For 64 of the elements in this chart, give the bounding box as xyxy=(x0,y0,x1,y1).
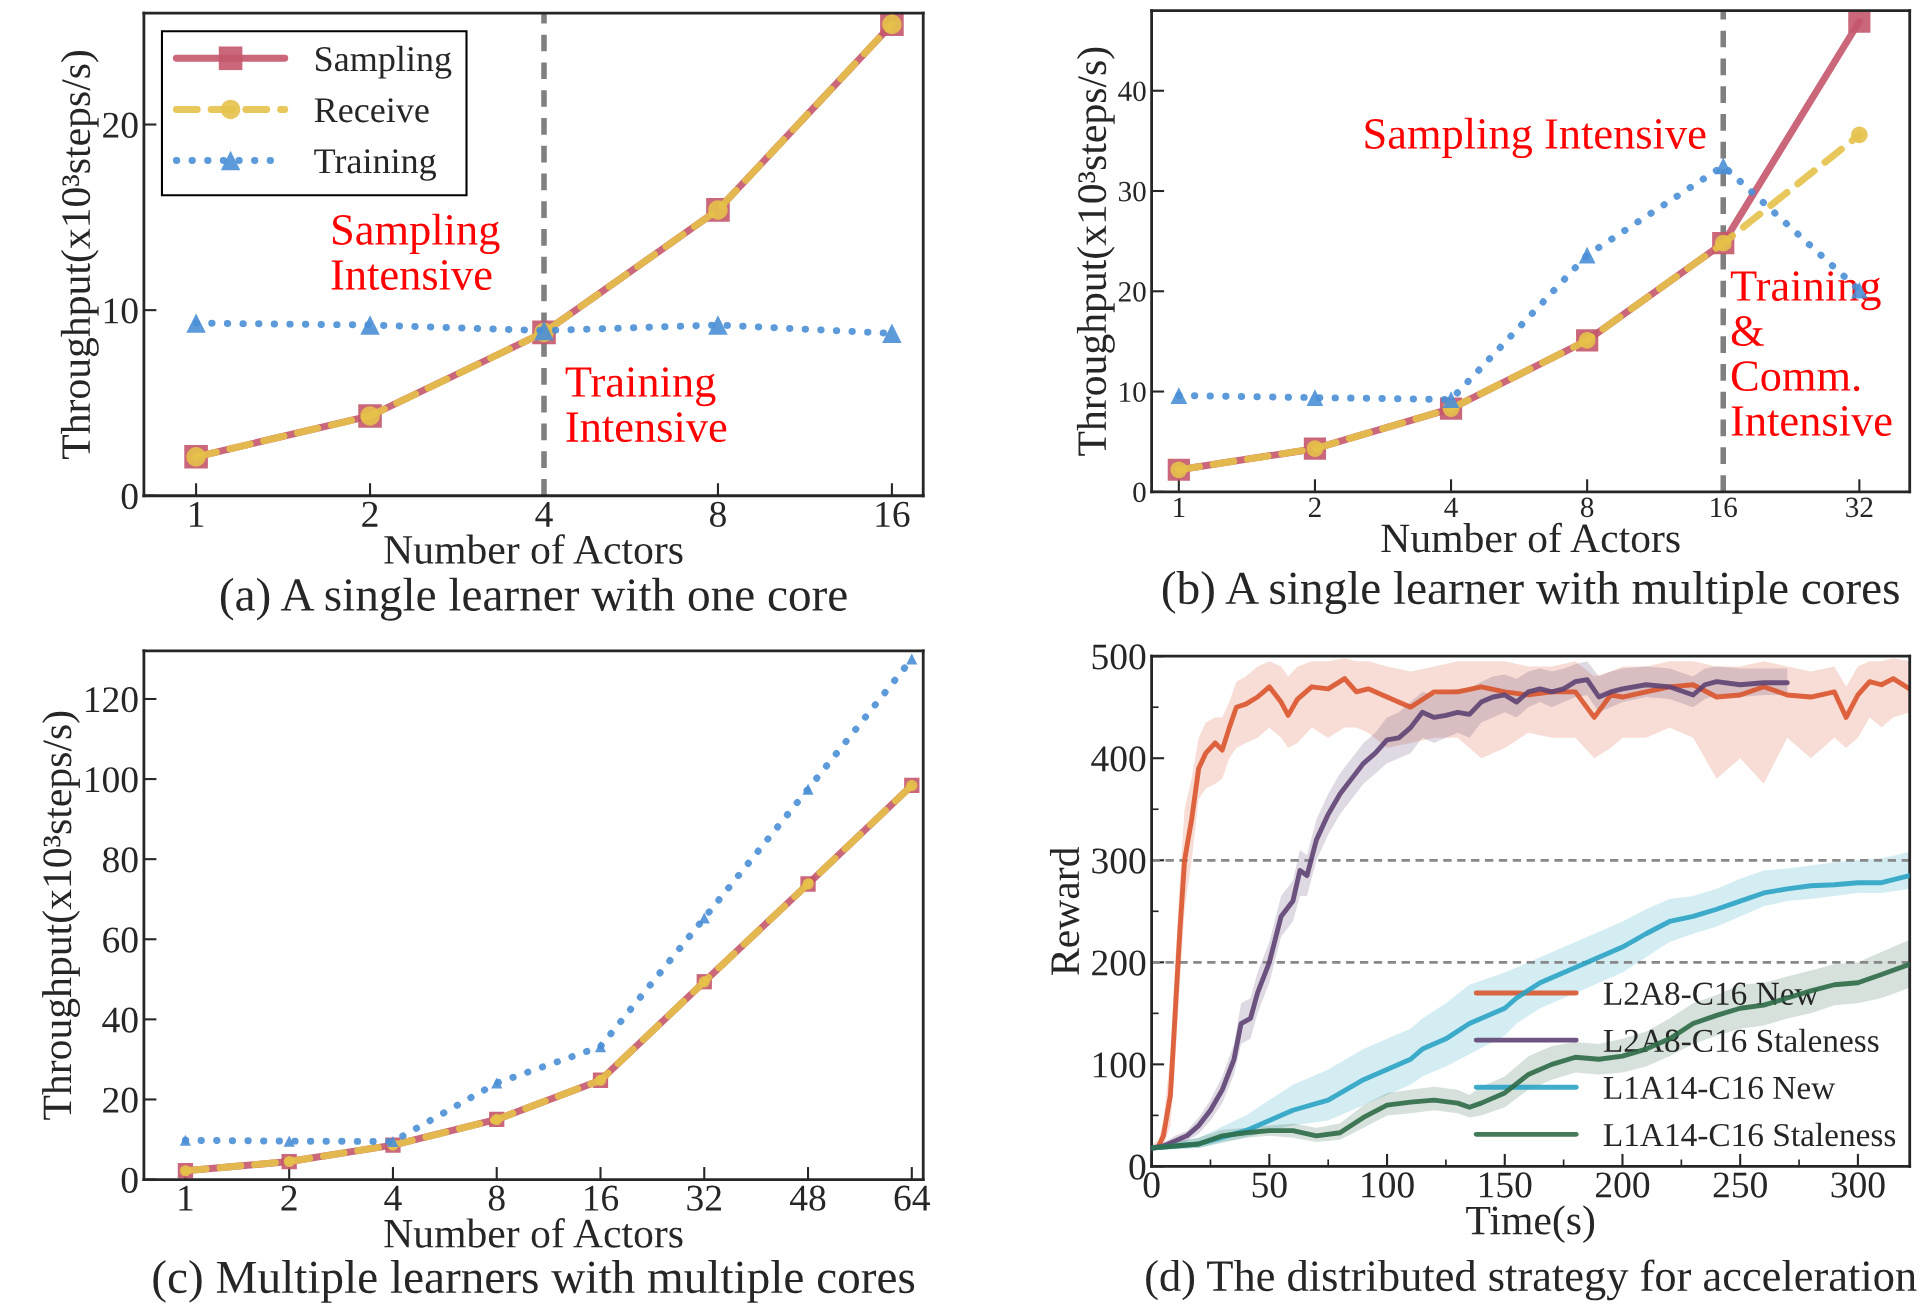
y-tick-label: 20 xyxy=(1118,282,1146,302)
y-tick-label: 100 xyxy=(1093,1052,1146,1078)
x-axis-title: Number of Actors xyxy=(1381,522,1680,553)
y-tick-label: 40 xyxy=(1118,81,1146,102)
y-axis-title: Throughput(x10³steps/s) xyxy=(1076,47,1115,456)
y-tick-label: 80 xyxy=(102,847,138,873)
y-axis-title: Reward xyxy=(1049,847,1080,975)
y-tick-label: 20 xyxy=(103,112,138,138)
x-tick-label: 2 xyxy=(281,1185,297,1211)
legend-label: L1A14-C16 New xyxy=(1603,1076,1836,1100)
x-tick-label: 100 xyxy=(1362,1172,1414,1198)
x-tick-label: 48 xyxy=(790,1185,826,1211)
y-axis-title: Throughput(x10³steps/s) xyxy=(60,50,99,459)
x-tick-label: 4 xyxy=(1444,497,1458,517)
x-tick-label: 1 xyxy=(190,501,204,527)
annotation: Training & Comm. Intensive xyxy=(1730,271,1892,436)
y-tick-label: 120 xyxy=(86,687,138,713)
y-tick-label: 500 xyxy=(1092,644,1146,670)
y-tick-label: 200 xyxy=(1092,950,1146,976)
annotation: Training Intensive xyxy=(565,367,727,443)
x-tick-label: 150 xyxy=(1479,1172,1532,1198)
y-tick-label: 10 xyxy=(104,298,138,324)
x-tick-label: 1 xyxy=(179,1185,193,1211)
x-axis-title: Time(s) xyxy=(1466,1205,1595,1244)
x-tick-label: 2 xyxy=(362,501,378,527)
x-tick-label: 200 xyxy=(1596,1172,1650,1198)
y-tick-label: 400 xyxy=(1091,746,1146,772)
y-tick-label: 0 xyxy=(1133,482,1146,503)
y-tick-label: 40 xyxy=(102,1007,138,1033)
x-tick-label: 8 xyxy=(488,1185,505,1211)
x-axis-title: Number of Actors xyxy=(384,534,683,564)
y-tick-label: 300 xyxy=(1092,848,1146,874)
text: (c) Multiple learners with multiple cores xyxy=(153,1260,915,1303)
annotation: Sampling Intensive xyxy=(331,213,500,290)
x-tick-label: 300 xyxy=(1831,1172,1885,1198)
text: (d) The distributed strategy for acceleration xyxy=(1146,1259,1917,1301)
x-tick-label: 16 xyxy=(1711,497,1737,518)
x-tick-label: 4 xyxy=(535,501,553,527)
x-tick-label: 8 xyxy=(710,501,726,528)
annotation: Sampling Intensive xyxy=(1365,117,1706,159)
y-tick-label: 20 xyxy=(103,1087,138,1113)
text: (a) A single learner with one core xyxy=(220,577,847,621)
text: (b) A single learner with multiple cores xyxy=(1162,571,1899,614)
legend-label: Training xyxy=(314,149,437,181)
y-tick-label: 60 xyxy=(103,927,138,953)
x-tick-label: 16 xyxy=(585,1185,619,1211)
legend-label: Receive xyxy=(314,98,429,123)
y-tick-label: 30 xyxy=(1118,181,1146,202)
x-tick-label: 64 xyxy=(894,1185,930,1211)
x-tick-label: 1 xyxy=(1174,497,1185,517)
x-tick-label: 16 xyxy=(876,501,910,528)
x-tick-label: 32 xyxy=(687,1185,721,1211)
y-tick-label: 100 xyxy=(86,767,138,793)
legend-label: Sampling xyxy=(316,45,452,79)
x-tick-label: 250 xyxy=(1713,1172,1767,1198)
x-axis-title: Number of Actors xyxy=(384,1218,683,1248)
y-tick-label: 10 xyxy=(1120,382,1146,402)
x-tick-label: 8 xyxy=(1580,497,1594,518)
x-tick-label: 32 xyxy=(1846,497,1873,518)
x-tick-label: 50 xyxy=(1252,1172,1287,1198)
y-axis-title: Throughput(x10³steps/s) xyxy=(42,711,81,1120)
x-tick-label: 2 xyxy=(1308,497,1321,517)
x-tick-label: 4 xyxy=(384,1185,402,1211)
legend-label: L1A14-C16 Staleness xyxy=(1603,1122,1896,1147)
